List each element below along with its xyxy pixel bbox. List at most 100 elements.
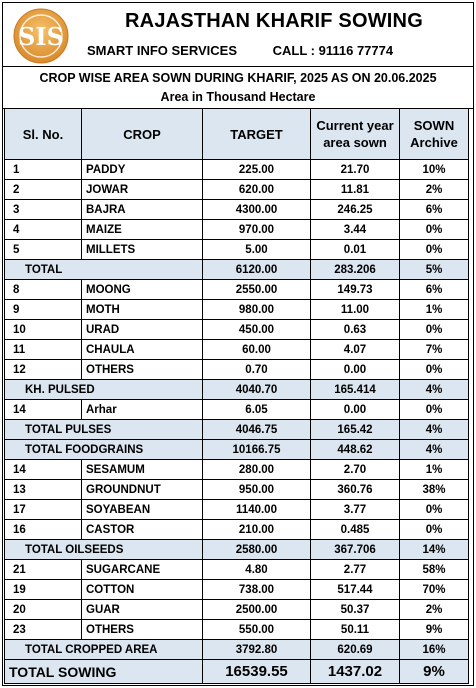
target-cell: 620.00: [202, 179, 311, 200]
table-row: 14 Arhar 6.05 0.00 0%: [4, 399, 469, 420]
target-cell: 970.00: [202, 219, 311, 240]
crop-cell: MAIZE: [81, 219, 203, 240]
archive-cell: 5%: [399, 259, 469, 280]
table-row: 20 GUAR 2500.00 50.37 2%: [4, 599, 469, 620]
target-cell: 4.80: [202, 559, 311, 580]
table-row: 3 BAJRA 4300.00 246.25 6%: [4, 199, 469, 220]
archive-cell: 4%: [399, 439, 469, 460]
archive-cell: 58%: [399, 559, 469, 580]
current-cell: 0.63: [310, 319, 400, 340]
report-heading: CROP WISE AREA SOWN DURING KHARIF, 2025 …: [3, 67, 473, 109]
current-cell: 620.69: [310, 639, 400, 660]
archive-cell: 4%: [399, 379, 469, 400]
archive-cell: 0%: [399, 399, 469, 420]
archive-cell: 10%: [399, 159, 469, 180]
table-row: 17 SOYABEAN 1140.00 3.77 0%: [4, 499, 469, 520]
crop-cell: PADDY: [81, 159, 203, 180]
col-header-sl: Sl. No.: [4, 108, 82, 160]
sl-cell: 12: [4, 359, 82, 380]
company-name: SMART INFO SERVICES: [87, 43, 238, 58]
current-cell: 50.37: [310, 599, 400, 620]
sl-cell: 11: [4, 339, 82, 360]
crop-cell: CHAULA: [81, 339, 203, 360]
target-cell: 6120.00: [202, 259, 311, 280]
sl-cell: 23: [4, 619, 82, 640]
total-row: KH. PULSED 4040.70 165.414 4%: [4, 379, 469, 400]
table-row: 4 MAIZE 970.00 3.44 0%: [4, 219, 469, 240]
target-cell: 16539.55: [202, 659, 311, 684]
target-cell: 0.70: [202, 359, 311, 380]
crop-cell: SESAMUM: [81, 459, 203, 480]
sl-cell: 13: [4, 479, 82, 500]
current-cell: 2.77: [310, 559, 400, 580]
archive-cell: 0%: [399, 519, 469, 540]
page-title: RAJASTHAN KHARIF SOWING: [125, 10, 423, 32]
sl-cell: 19: [4, 579, 82, 600]
archive-cell: 0%: [399, 359, 469, 380]
target-cell: 2500.00: [202, 599, 311, 620]
archive-cell: 14%: [399, 539, 469, 560]
archive-cell: 1%: [399, 299, 469, 320]
report-title: CROP WISE AREA SOWN DURING KHARIF, 2025 …: [39, 71, 437, 85]
col-header-archive: SOWN Archive: [399, 108, 469, 160]
total-row: TOTAL PULSES 4046.75 165.42 4%: [4, 419, 469, 440]
table-row: 23 OTHERS 550.00 50.11 9%: [4, 619, 469, 640]
target-cell: 210.00: [202, 519, 311, 540]
target-cell: 4300.00: [202, 199, 311, 220]
target-cell: 550.00: [202, 619, 311, 640]
table-row: 14 SESAMUM 280.00 2.70 1%: [4, 459, 469, 480]
archive-cell: 0%: [399, 239, 469, 260]
current-cell: 0.00: [310, 359, 400, 380]
table-row: 8 MOONG 2550.00 149.73 6%: [4, 279, 469, 300]
archive-cell: 0%: [399, 499, 469, 520]
crop-cell: GROUNDNUT: [81, 479, 203, 500]
target-cell: 4040.70: [202, 379, 311, 400]
target-cell: 2580.00: [202, 539, 311, 560]
table-body: 1 PADDY 225.00 21.70 10% 2 JOWAR 620.00 11.81 2% 3…: [4, 159, 469, 684]
total-row: TOTAL CROPPED AREA 3792.80 620.69 16%: [4, 639, 469, 660]
archive-cell: 6%: [399, 279, 469, 300]
crop-cell: MOTH: [81, 299, 203, 320]
table-row: 12 OTHERS 0.70 0.00 0%: [4, 359, 469, 380]
target-cell: 2550.00: [202, 279, 311, 300]
crop-cell: OTHERS: [81, 619, 203, 640]
table-row: 2 JOWAR 620.00 11.81 2%: [4, 179, 469, 200]
sl-cell: 16: [4, 519, 82, 540]
table-row: 9 MOTH 980.00 11.00 1%: [4, 299, 469, 320]
target-cell: 738.00: [202, 579, 311, 600]
crop-cell: SOYABEAN: [81, 499, 203, 520]
sl-cell: 17: [4, 499, 82, 520]
sl-cell: 4: [4, 219, 82, 240]
total-label-cell: TOTAL CROPPED AREA: [4, 639, 203, 660]
col-header-current: Current year area sown: [310, 108, 400, 160]
report-unit: Area in Thousand Hectare: [160, 90, 316, 104]
sowing-table: Sl. No. CROP TARGET Current year area so…: [4, 108, 469, 684]
total-label-cell: TOTAL FOODGRAINS: [4, 439, 203, 460]
current-cell: 4.07: [310, 339, 400, 360]
archive-cell: 1%: [399, 459, 469, 480]
target-cell: 3792.80: [202, 639, 311, 660]
crop-cell: Arhar: [81, 399, 203, 420]
table-row: 10 URAD 450.00 0.63 0%: [4, 319, 469, 340]
archive-cell: 70%: [399, 579, 469, 600]
crop-cell: MILLETS: [81, 239, 203, 260]
call-number: CALL : 91116 77774: [272, 43, 394, 58]
current-cell: 360.76: [310, 479, 400, 500]
sl-cell: 20: [4, 599, 82, 620]
target-cell: 5.00: [202, 239, 311, 260]
current-cell: 3.44: [310, 219, 400, 240]
crop-cell: JOWAR: [81, 179, 203, 200]
sl-cell: 10: [4, 319, 82, 340]
total-label-cell: TOTAL OILSEEDS: [4, 539, 203, 560]
crop-cell: GUAR: [81, 599, 203, 620]
archive-cell: 16%: [399, 639, 469, 660]
total-label-cell: TOTAL SOWING: [4, 659, 203, 684]
sl-cell: 3: [4, 199, 82, 220]
current-cell: 0.01: [310, 239, 400, 260]
current-cell: 283.206: [310, 259, 400, 280]
current-cell: 50.11: [310, 619, 400, 640]
current-cell: 149.73: [310, 279, 400, 300]
sl-cell: 14: [4, 459, 82, 480]
sl-cell: 9: [4, 299, 82, 320]
